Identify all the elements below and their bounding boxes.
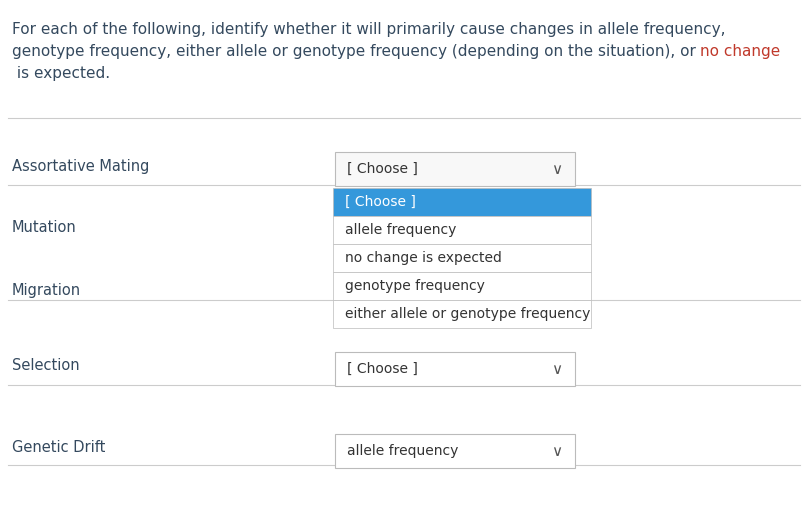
Text: Migration: Migration: [12, 282, 81, 297]
Text: allele frequency: allele frequency: [345, 223, 457, 237]
FancyBboxPatch shape: [335, 152, 575, 186]
Text: is expected.: is expected.: [12, 66, 110, 81]
FancyBboxPatch shape: [335, 434, 575, 468]
Text: no change: no change: [700, 44, 781, 59]
FancyBboxPatch shape: [333, 300, 591, 328]
Text: ∨: ∨: [551, 161, 562, 176]
Text: For each of the following, identify whether it will primarily cause changes in a: For each of the following, identify whet…: [12, 22, 726, 37]
Text: no change is expected: no change is expected: [345, 251, 502, 265]
Text: Assortative Mating: Assortative Mating: [12, 158, 149, 173]
Text: Selection: Selection: [12, 359, 80, 374]
Text: ∨: ∨: [551, 362, 562, 376]
FancyBboxPatch shape: [333, 188, 591, 216]
Text: [ Choose ]: [ Choose ]: [347, 286, 418, 300]
Text: either allele or genotype frequency: either allele or genotype frequency: [345, 307, 591, 321]
FancyBboxPatch shape: [333, 272, 591, 300]
Text: [ Choose ]: [ Choose ]: [347, 162, 418, 176]
Text: genotype frequency: genotype frequency: [345, 279, 485, 293]
FancyBboxPatch shape: [333, 216, 591, 244]
Text: [ Choose ]: [ Choose ]: [345, 195, 416, 209]
Text: allele frequency: allele frequency: [347, 444, 458, 458]
Text: genotype frequency, either allele or genotype frequency (depending on the situat: genotype frequency, either allele or gen…: [12, 44, 701, 59]
FancyBboxPatch shape: [335, 352, 575, 386]
FancyBboxPatch shape: [333, 244, 591, 272]
Text: Mutation: Mutation: [12, 221, 77, 236]
Text: ∨: ∨: [551, 444, 562, 458]
Text: [ Choose ]: [ Choose ]: [347, 362, 418, 376]
FancyBboxPatch shape: [335, 276, 575, 310]
Text: ∨: ∨: [551, 285, 562, 301]
Text: Genetic Drift: Genetic Drift: [12, 441, 105, 456]
